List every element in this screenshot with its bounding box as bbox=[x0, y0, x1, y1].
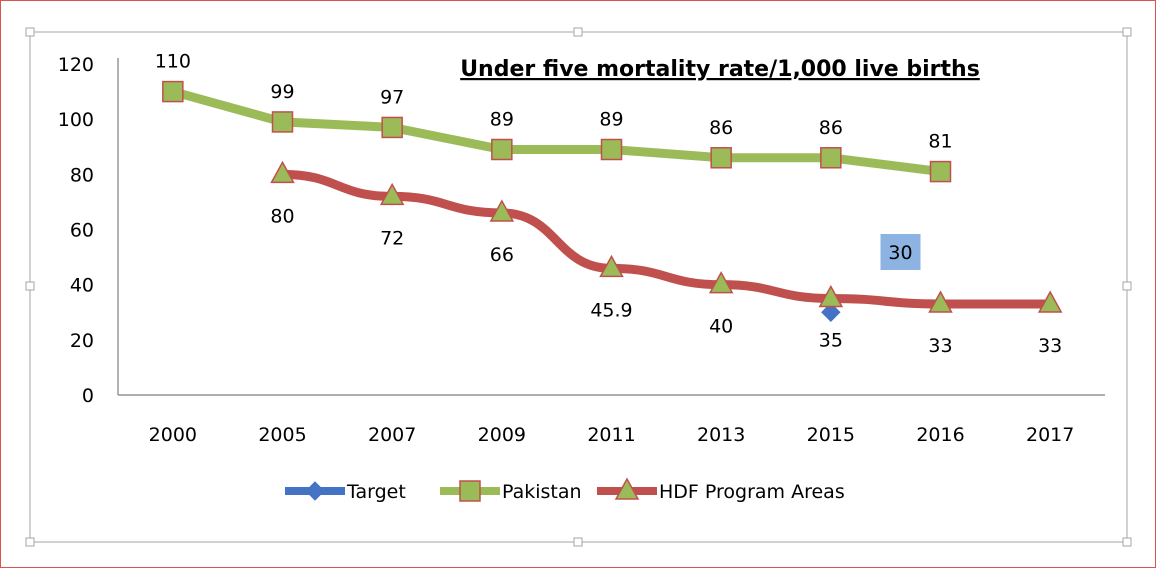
marker-pakistan bbox=[600, 138, 623, 161]
x-tick-label: 2013 bbox=[697, 424, 745, 446]
series-line-hdf-program-areas bbox=[278, 169, 1055, 309]
x-tick-label: 2009 bbox=[478, 424, 526, 446]
marker-hdf-program-areas bbox=[928, 290, 953, 313]
marker-hdf-program-areas bbox=[379, 182, 405, 206]
chart-frame bbox=[29, 31, 1128, 543]
y-tick-label: 100 bbox=[58, 109, 94, 131]
marker-target bbox=[821, 302, 841, 322]
data-label-pakistan: 89 bbox=[490, 109, 514, 131]
x-tick-label: 2015 bbox=[807, 424, 855, 446]
data-label-hdf-program-areas: 66 bbox=[490, 244, 514, 266]
resize-handle[interactable] bbox=[573, 537, 583, 547]
data-label-pakistan: 81 bbox=[928, 131, 952, 153]
data-label-hdf-program-areas: 80 bbox=[270, 205, 294, 227]
annotation-label: 30 bbox=[888, 242, 912, 264]
marker-hdf-program-areas bbox=[708, 271, 734, 294]
x-tick-label: 2007 bbox=[368, 424, 416, 446]
legend-label-target: Target bbox=[346, 481, 406, 503]
resize-handle[interactable] bbox=[1122, 281, 1132, 291]
data-label-pakistan: 86 bbox=[819, 117, 843, 139]
marker-pakistan bbox=[491, 138, 513, 161]
x-tick-label: 2005 bbox=[258, 424, 306, 446]
data-label-hdf-program-areas: 33 bbox=[1038, 335, 1062, 357]
data-label-hdf-program-areas: 40 bbox=[709, 316, 733, 338]
marker-pakistan bbox=[271, 111, 294, 133]
legend: Target Pakistan HDF Program Areas bbox=[285, 477, 845, 503]
resize-handle[interactable] bbox=[25, 281, 35, 291]
x-tick-label: 2000 bbox=[149, 424, 197, 446]
resize-handle[interactable] bbox=[1122, 537, 1132, 547]
chart-title: Under five mortality rate/1,000 live bir… bbox=[460, 57, 980, 82]
data-label-pakistan: 86 bbox=[709, 117, 733, 139]
data-labels: 110 99 97 89 89 86 86 81 80 72 66 45.9 40 35 33 33 30 bbox=[155, 51, 1063, 357]
resize-handle[interactable] bbox=[573, 27, 583, 37]
y-tick-label: 80 bbox=[70, 164, 94, 186]
y-tick-label: 0 bbox=[82, 385, 94, 407]
chart-border bbox=[29, 31, 1128, 543]
marker-pakistan bbox=[929, 160, 952, 183]
y-tick-label: 60 bbox=[70, 220, 94, 242]
marker-hdf-program-areas bbox=[818, 284, 844, 308]
series-line-pakistan bbox=[168, 87, 945, 177]
axes: 0 20 40 60 80 100 120 2000 2005 2007 2009 2011 2013 2… bbox=[58, 54, 1105, 446]
data-label-pakistan: 97 bbox=[380, 86, 404, 108]
marker-pakistan bbox=[820, 147, 842, 169]
legend-label-hdf-program-areas: HDF Program Areas bbox=[659, 481, 845, 503]
y-tick-label: 20 bbox=[70, 330, 94, 352]
data-label-hdf-program-areas: 35 bbox=[819, 329, 843, 351]
resize-handles[interactable] bbox=[25, 27, 1132, 547]
marker-pakistan bbox=[710, 147, 732, 169]
y-tick-label: 120 bbox=[58, 54, 94, 76]
marker-hdf-program-areas bbox=[599, 254, 624, 278]
marker-hdf-program-areas bbox=[489, 199, 515, 222]
resize-handle[interactable] bbox=[25, 27, 35, 37]
marker-hdf-program-areas bbox=[1037, 290, 1063, 313]
data-label-pakistan: 89 bbox=[599, 109, 623, 131]
series-layer bbox=[162, 80, 1063, 322]
data-label-hdf-program-areas: 33 bbox=[928, 335, 952, 357]
data-label-hdf-program-areas: 45.9 bbox=[590, 299, 632, 321]
legend-label-pakistan: Pakistan bbox=[502, 481, 582, 503]
data-label-pakistan: 110 bbox=[155, 51, 191, 73]
x-tick-label: 2017 bbox=[1026, 424, 1074, 446]
legend-marker-target bbox=[305, 481, 325, 501]
resize-handle[interactable] bbox=[1122, 27, 1132, 37]
annotation-box bbox=[880, 234, 921, 270]
marker-pakistan bbox=[162, 80, 184, 103]
marker-pakistan bbox=[381, 116, 403, 139]
legend-marker-hdf-program-areas bbox=[614, 477, 640, 500]
legend-marker-pakistan bbox=[459, 480, 481, 502]
marker-hdf-program-areas bbox=[270, 160, 295, 184]
y-tick-label: 40 bbox=[70, 275, 94, 297]
x-tick-label: 2016 bbox=[916, 424, 964, 446]
x-tick-label: 2011 bbox=[587, 424, 635, 446]
resize-handle[interactable] bbox=[25, 537, 35, 547]
data-label-pakistan: 99 bbox=[270, 81, 294, 103]
data-label-hdf-program-areas: 72 bbox=[380, 227, 404, 249]
